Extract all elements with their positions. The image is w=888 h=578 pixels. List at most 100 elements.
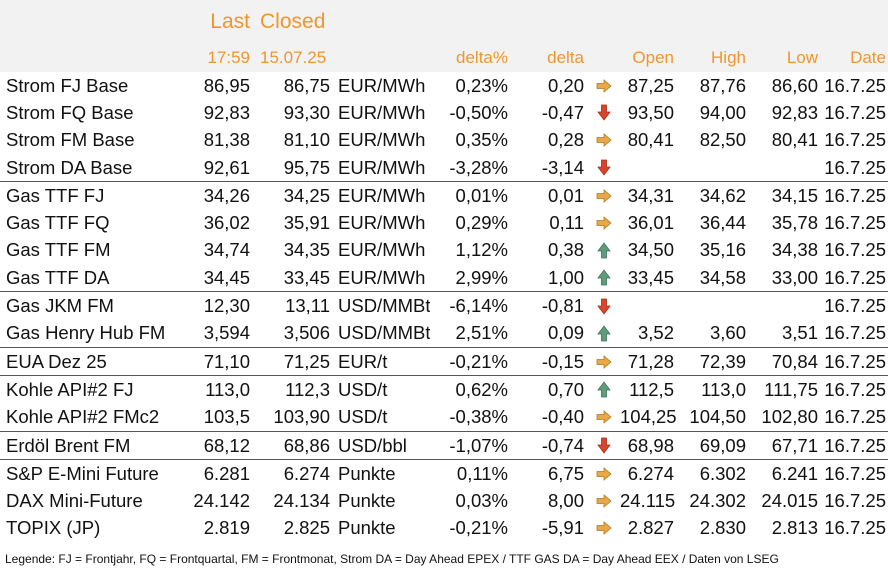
open-value: 68,98 [620,430,678,460]
low-value: 3,51 [781,322,818,344]
instrument-name: Gas Henry Hub FM [6,322,166,344]
open-value: 36,01 [627,212,674,234]
delta-value: -0,81 [512,291,588,320]
table-row: Gas TTF FQ 36,02 35,91 EUR/MWh 0,29% 0,11 36,0… [0,209,888,236]
last-value: 2.819 [203,517,250,539]
high-value: 94,00 [699,101,746,123]
open-value: 3,52 [637,322,674,344]
delta-pct-value: 2,51% [455,322,508,344]
table-row: S&P E-Mini Future 6.281 6.274 Punkte 0,11% 6,… [0,459,888,488]
table-row: Gas TTF FM 34,74 34,35 EUR/MWh 1,12% 0,38 34,5… [0,237,888,264]
open-value: 24.115 [620,490,676,512]
high-value: 36,44 [699,212,746,234]
high-value [678,154,750,182]
table-row: Gas TTF FJ 34,26 34,25 EUR/MWh 0,01% 0,01 34,3… [0,181,888,210]
date-header: Date [850,48,886,67]
unit-label: EUR/MWh [338,101,426,123]
delta-value: 8,00 [547,490,584,512]
unit-label: EUR/MWh [338,212,426,234]
header-row-titles: Last Closed [0,0,888,44]
last-value: 71,10 [168,346,254,376]
date-value: 16.7.25 [822,291,888,320]
table-row: Strom FJ Base 86,95 86,75 EUR/MWh 0,23% 0,20 8… [0,72,888,99]
instrument-name: Gas TTF DA [6,266,110,288]
table-row: Gas Henry Hub FM 3,594 3,506 USD/MMBtu 2,51%… [0,320,888,348]
delta-value: 0,09 [547,322,584,344]
high-value: 6.302 [678,459,750,488]
arrow-down-icon [588,430,620,460]
arrow-right-icon [588,515,620,542]
low-value: 111,75 [750,375,822,404]
delta-value: 0,38 [547,239,584,261]
arrow-down-icon [588,154,620,182]
date-value: 16.7.25 [822,459,888,488]
high-value: 2.830 [699,517,746,539]
delta-pct-value: 0,35% [455,129,508,151]
last-value: 3,594 [203,322,250,344]
closed-value: 35,91 [283,212,330,234]
high-value: 113,0 [678,375,750,404]
unit-label: Punkte [338,517,396,539]
date-value: 16.7.25 [822,181,888,210]
closed-value: 71,25 [254,346,334,376]
closed-value: 68,86 [254,430,334,460]
closed-value: 2.825 [283,517,330,539]
delta-pct-value: -0,21% [430,346,512,376]
arrow-up-icon [588,237,620,264]
open-value [620,154,678,182]
date-value: 16.7.25 [824,212,886,234]
low-value: 92,83 [771,101,818,123]
last-value: 34,45 [203,266,250,288]
delta-pct-value: -6,14% [430,291,512,320]
date-value: 16.7.25 [824,322,886,344]
delta-value: -3,14 [541,156,584,178]
date-value: 16.7.25 [824,129,886,151]
date-value: 16.7.25 [822,430,888,460]
closed-value: 86,75 [283,74,330,96]
last-value: 92,61 [203,156,250,178]
delta-value: 0,70 [512,375,588,404]
open-value: 80,41 [627,129,674,151]
date-value: 16.7.25 [824,156,886,178]
delta-pct-value: 2,99% [455,266,508,288]
instrument-name: Kohle API#2 FJ [0,375,168,404]
closed-value: 95,75 [283,156,330,178]
delta-pct-value: 0,62% [430,375,512,404]
delta-value: -0,47 [541,101,584,123]
last-value: 34,74 [203,239,250,261]
closed-value: 93,30 [283,101,330,123]
table-row: Strom FQ Base 92,83 93,30 EUR/MWh -0,50% -0,4… [0,99,888,126]
open-value: 104,25 [620,406,677,428]
last-value: 24.142 [193,490,250,512]
delta-value: -0,40 [541,406,584,428]
delta-pct-value: -3,28% [449,156,508,178]
last-value: 68,12 [168,430,254,460]
unit-label: EUR/MWh [338,266,426,288]
low-value [750,291,822,320]
delta-pct-value: -0,21% [449,517,508,539]
header-band [0,0,888,72]
high-value: 34,62 [678,181,750,210]
arrow-right-icon [588,127,620,154]
header-row-columns: 17:59 15.07.25 delta% delta Open High Lo… [0,44,888,72]
date-value: 16.7.25 [824,517,886,539]
last-value: 92,83 [203,101,250,123]
closed-value: 103,90 [273,406,330,428]
date-value: 16.7.25 [824,406,886,428]
open-value: 93,50 [627,101,674,123]
instrument-name: Strom FM Base [6,129,135,151]
low-value: 102,80 [761,406,818,428]
instrument-name: Strom DA Base [6,156,133,178]
unit-label: USD/t [338,406,388,428]
closed-value: 13,11 [254,291,334,320]
delta-pct-value: 0,03% [455,490,508,512]
closed-header: Closed [260,10,326,33]
closed-value: 24.134 [273,490,330,512]
last-value: 86,95 [203,74,250,96]
arrow-right-icon [588,181,620,210]
high-value [678,291,750,320]
unit-label: EUR/MWh [338,239,426,261]
delta-value: 0,20 [547,74,584,96]
high-value: 69,09 [678,430,750,460]
arrow-right-icon [588,209,620,236]
